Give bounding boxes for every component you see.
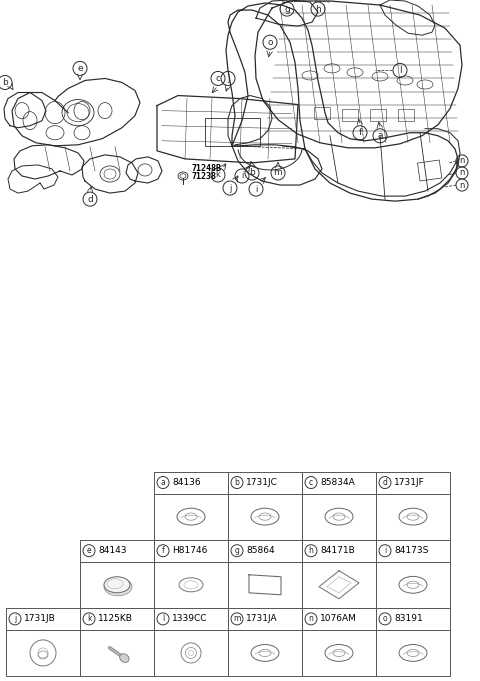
Text: k: k [87,614,91,623]
Bar [80,608,154,630]
Bar [228,562,302,608]
Bar [154,562,228,608]
Bar [228,608,302,630]
Text: b: b [249,168,255,178]
Text: 84143: 84143 [98,546,127,555]
Bar [376,539,450,562]
Bar [302,562,376,608]
Bar [228,471,302,494]
Text: 1125KB: 1125KB [98,614,133,623]
Text: a: a [377,131,383,140]
Text: 1076AM: 1076AM [320,614,357,623]
Text: 1339CC: 1339CC [172,614,207,623]
Text: 1731JC: 1731JC [246,478,278,487]
Text: c: c [216,74,220,83]
Text: 71248B: 71248B [192,164,222,174]
Text: h: h [309,546,313,555]
Text: 85834A: 85834A [320,478,355,487]
Bar [6,630,80,676]
Text: c: c [309,478,313,487]
Text: m: m [274,168,282,178]
Bar [302,471,376,494]
Text: e: e [87,546,91,555]
Bar [154,630,228,676]
Bar [370,108,386,121]
Bar [302,630,376,676]
Text: h: h [315,5,321,14]
Text: n: n [459,168,465,178]
Bar [376,630,450,676]
Text: d: d [87,195,93,204]
Text: 1731JA: 1731JA [246,614,277,623]
Text: 85864: 85864 [246,546,275,555]
Ellipse shape [104,577,132,596]
Ellipse shape [120,654,129,663]
Text: 1731JF: 1731JF [394,478,425,487]
Bar [376,471,450,494]
Text: 84173S: 84173S [394,546,428,555]
Text: l: l [162,614,164,623]
Text: n: n [459,180,465,189]
Bar [376,494,450,539]
Text: i: i [255,185,257,193]
Text: d: d [383,478,387,487]
Bar [154,539,228,562]
Text: j: j [227,74,229,83]
Text: 1731JB: 1731JB [24,614,56,623]
Text: f: f [162,546,164,555]
Ellipse shape [104,577,130,592]
Bar [302,494,376,539]
Bar [205,118,260,146]
Bar [228,494,302,539]
Bar [228,630,302,676]
Text: k: k [216,170,220,180]
Bar [376,562,450,608]
Bar [314,107,330,118]
Bar [6,608,80,630]
Bar [154,471,228,494]
Text: 84136: 84136 [172,478,201,487]
Text: 71238: 71238 [192,172,217,182]
Text: n: n [459,157,465,165]
Text: j: j [14,614,16,623]
Bar [398,108,414,121]
Text: i: i [241,172,243,180]
Bar [80,562,154,608]
Text: j: j [229,184,231,193]
Bar [418,160,442,181]
Bar [302,539,376,562]
Bar [376,608,450,630]
Text: a: a [161,478,166,487]
Bar [154,494,228,539]
Bar [154,608,228,630]
Text: f: f [359,128,361,138]
Bar [228,539,302,562]
Text: 83191: 83191 [394,614,423,623]
Text: g: g [284,5,290,14]
Text: b: b [235,478,240,487]
Text: n: n [309,614,313,623]
Bar [342,108,358,121]
Text: e: e [77,64,83,73]
Bar [302,608,376,630]
Text: 84171B: 84171B [320,546,355,555]
Text: H81746: H81746 [172,546,207,555]
Text: l: l [399,66,401,75]
Text: m: m [233,614,240,623]
Bar [80,539,154,562]
Text: o: o [267,37,273,47]
Text: o: o [383,614,387,623]
Text: b: b [2,78,8,87]
Text: g: g [235,546,240,555]
Bar [80,630,154,676]
Text: i: i [384,546,386,555]
